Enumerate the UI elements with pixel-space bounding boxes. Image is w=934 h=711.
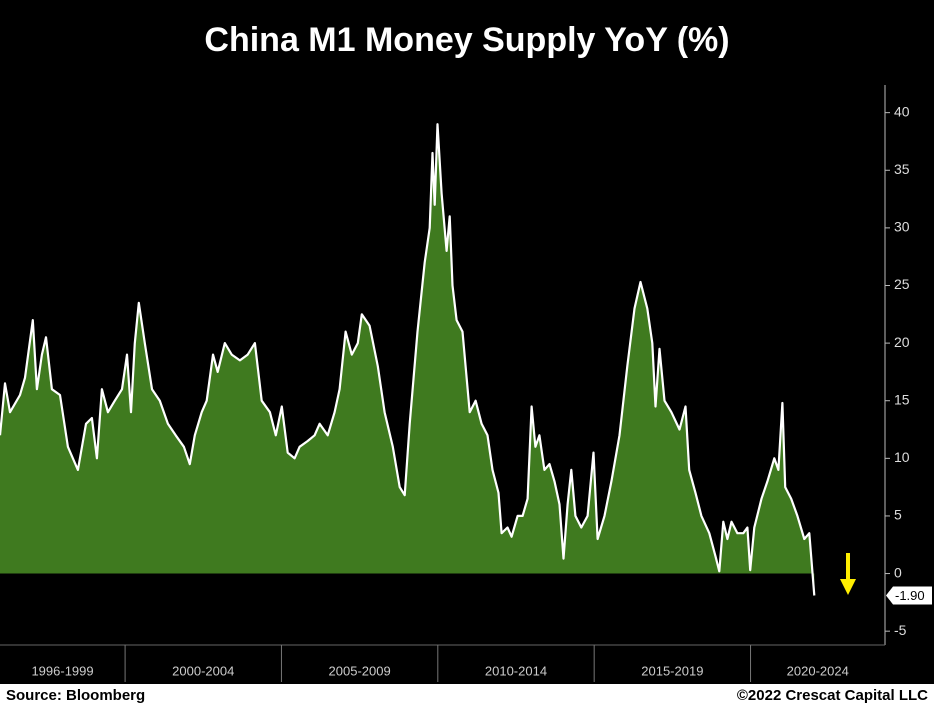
credit: ©2022 Crescat Capital LLC bbox=[737, 687, 928, 704]
arrow-head bbox=[840, 579, 856, 595]
y-tick-label: 20 bbox=[894, 334, 910, 350]
footer-band bbox=[0, 684, 934, 711]
period-label: 2000-2004 bbox=[172, 663, 234, 678]
y-tick-label: 35 bbox=[894, 161, 910, 177]
y-tick-label: 25 bbox=[894, 276, 910, 292]
down-arrow bbox=[840, 553, 856, 595]
line bbox=[0, 123, 816, 596]
y-tick-label: 40 bbox=[894, 103, 910, 119]
value-label: -1.90 bbox=[895, 588, 925, 603]
y-tick-label: 5 bbox=[894, 507, 902, 523]
y-tick-label: 30 bbox=[894, 219, 910, 235]
period-label: 2010-2014 bbox=[485, 663, 547, 678]
period-label: 2015-2019 bbox=[641, 663, 703, 678]
source: Source: Bloomberg bbox=[6, 687, 145, 704]
period-label: 1996-1999 bbox=[31, 663, 93, 678]
y-tick-label: -5 bbox=[894, 622, 907, 638]
y-tick-label: 10 bbox=[894, 449, 910, 465]
period-label: 2020-2024 bbox=[787, 663, 849, 678]
y-tick-label: 0 bbox=[894, 564, 902, 580]
chart-title: China M1 Money Supply YoY (%) bbox=[204, 21, 729, 59]
y-tick-label: 15 bbox=[894, 391, 910, 407]
period-label: 2005-2009 bbox=[329, 663, 391, 678]
area bbox=[0, 124, 815, 596]
value-label-box bbox=[886, 586, 932, 605]
